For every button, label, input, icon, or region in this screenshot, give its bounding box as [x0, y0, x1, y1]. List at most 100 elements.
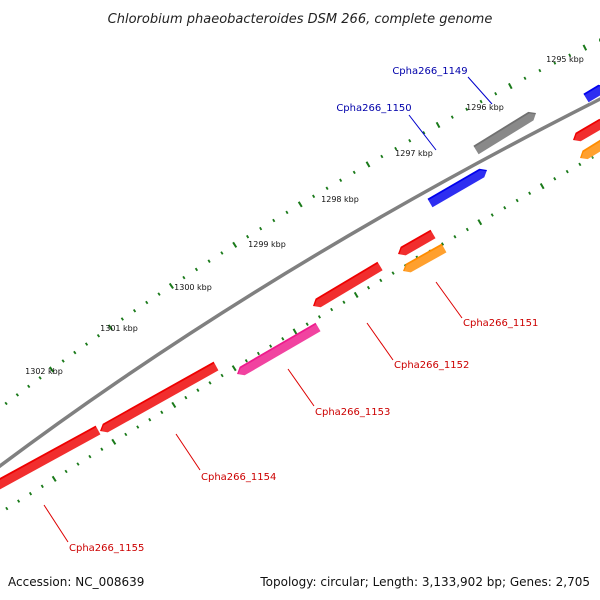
- tick-mark: [61, 359, 65, 363]
- leader-line: [43, 504, 69, 543]
- tick-mark: [157, 292, 161, 296]
- gene-cpha266-1152[interactable]: [313, 261, 384, 309]
- tick-mark: [124, 432, 128, 437]
- tick-mark: [220, 251, 224, 255]
- tick-mark: [38, 376, 42, 380]
- tick-mark: [256, 351, 260, 356]
- tick-mark: [269, 344, 273, 348]
- tick-mark: [292, 328, 298, 335]
- tick-label: 1300 kbp: [174, 283, 212, 292]
- tick-mark: [582, 44, 588, 51]
- gene-cpha266-1154[interactable]: [100, 361, 220, 434]
- tick-label: 1298 kbp: [321, 195, 359, 204]
- tick-mark: [246, 234, 250, 239]
- tick-mark: [107, 324, 113, 331]
- tick-mark: [5, 506, 9, 511]
- tick-mark: [145, 300, 149, 305]
- leader-line: [366, 322, 394, 361]
- gene-cpha266-1151[interactable]: [398, 229, 437, 257]
- tick-mark: [312, 194, 316, 199]
- tick-label: 1295 kbp: [546, 55, 584, 64]
- tick-mark: [352, 170, 356, 175]
- tick-mark: [494, 91, 498, 96]
- tick-mark: [538, 68, 542, 73]
- gene-feature-edge[interactable]: [583, 84, 600, 104]
- tick-mark: [435, 121, 441, 129]
- genome-backbone: [0, 97, 600, 469]
- tick-mark: [231, 365, 237, 372]
- leader-line: [287, 368, 315, 407]
- tick-mark: [194, 267, 199, 272]
- tick-mark: [168, 282, 174, 289]
- tick-label: 1297 kbp: [395, 149, 433, 158]
- tick-mark: [48, 366, 55, 373]
- gene-label-cpha266-1155[interactable]: Cpha266_1155: [69, 543, 144, 554]
- tick-mark: [565, 169, 569, 174]
- tick-mark: [4, 401, 8, 406]
- tick-mark: [453, 235, 457, 239]
- tick-mark: [73, 350, 77, 355]
- tick-mark: [441, 242, 445, 246]
- tick-label: 1296 kbp: [466, 103, 504, 112]
- tick-mark: [379, 278, 383, 283]
- tick-mark: [380, 154, 384, 159]
- tick-mark: [568, 53, 572, 57]
- tick-mark: [450, 115, 454, 119]
- tick-mark: [220, 373, 224, 378]
- map-title: Chlorobium phaeobacteroides DSM 266, com…: [108, 12, 493, 27]
- gene-cpha266-1150[interactable]: [427, 168, 488, 209]
- tick-mark: [325, 186, 329, 191]
- tick-mark: [578, 162, 582, 167]
- tick-mark: [76, 462, 80, 466]
- tick-mark: [391, 271, 395, 275]
- tick-mark: [51, 475, 57, 482]
- gene-feature-edge[interactable]: [573, 118, 600, 143]
- tick-mark: [182, 275, 186, 280]
- tick-mark: [317, 315, 321, 319]
- gene-label-cpha266-1154[interactable]: Cpha266_1154: [201, 472, 276, 483]
- gene-cpha266-1149[interactable]: [473, 111, 537, 156]
- genome-summary-text: Topology: circular; Length: 3,133,902 bp…: [259, 575, 590, 589]
- leader-line: [467, 76, 493, 105]
- tick-mark: [503, 206, 507, 210]
- tick-mark: [136, 425, 140, 429]
- gene-label-cpha266-1152[interactable]: Cpha266_1152: [394, 360, 469, 371]
- tick-mark: [196, 388, 200, 392]
- tick-mark: [528, 191, 532, 196]
- tick-mark: [465, 107, 469, 112]
- tick-mark: [148, 417, 152, 422]
- tick-mark: [523, 76, 527, 81]
- tick-marks: [4, 38, 600, 511]
- tick-mark: [422, 131, 426, 135]
- gene-label-cpha266-1153[interactable]: Cpha266_1153: [315, 407, 390, 418]
- tick-mark: [100, 447, 104, 451]
- gene-cpha266-1155[interactable]: [0, 425, 102, 491]
- gene-feature-orange[interactable]: [403, 243, 448, 274]
- gene-labels: Cpha266_1149 Cpha266_1150 Cpha266_1151 Cpha…: [69, 66, 538, 554]
- gene-cpha266-1153[interactable]: [237, 322, 322, 377]
- tick-mark: [28, 491, 33, 496]
- tick-mark: [15, 393, 20, 397]
- tick-mark: [342, 300, 346, 304]
- tick-mark: [272, 218, 276, 223]
- tick-mark: [297, 201, 303, 208]
- gene-features: [0, 84, 600, 491]
- tick-mark: [490, 213, 494, 217]
- gene-leader-lines: [43, 76, 493, 543]
- tick-mark: [365, 161, 371, 168]
- tick-mark: [539, 183, 545, 190]
- tick-mark: [111, 438, 117, 445]
- tick-mark: [553, 177, 557, 181]
- gene-label-cpha266-1151[interactable]: Cpha266_1151: [463, 318, 538, 329]
- gene-label-cpha266-1149[interactable]: Cpha266_1149: [392, 66, 467, 77]
- tick-mark: [330, 307, 334, 312]
- tick-mark: [232, 241, 238, 248]
- tick-mark: [515, 198, 519, 203]
- tick-mark: [120, 317, 124, 321]
- gene-feature-edge[interactable]: [580, 138, 600, 161]
- tick-mark: [208, 381, 212, 385]
- tick-mark: [353, 291, 359, 299]
- tick-mark: [394, 146, 398, 151]
- gene-label-cpha266-1150[interactable]: Cpha266_1150: [336, 103, 411, 114]
